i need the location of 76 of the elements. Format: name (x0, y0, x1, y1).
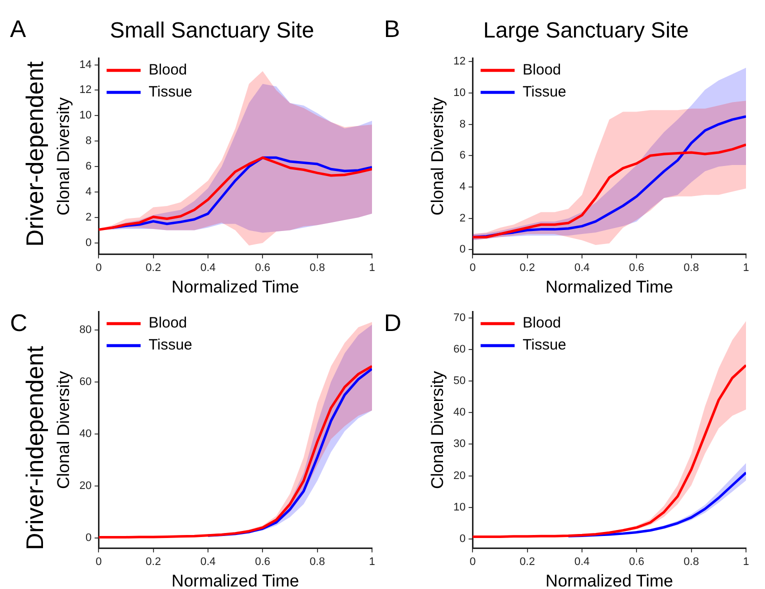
legend-label: Blood (522, 62, 562, 79)
x-tick-label: 0.2 (520, 262, 535, 274)
x-axis-title: Normalized Time (172, 277, 300, 296)
y-tick-label: 6 (86, 160, 92, 173)
x-tick-label: 0.2 (520, 556, 535, 568)
x-tick-label: 0.6 (255, 262, 270, 274)
x-tick-label: 1 (368, 556, 376, 568)
x-tick-label: 0.6 (629, 556, 644, 568)
text: Driver-dependent (22, 61, 49, 247)
legend-label: Tissue (522, 336, 566, 354)
y-tick-label: 4 (460, 181, 466, 194)
y-tick-label: 30 (453, 438, 466, 450)
x-tick-label: 1 (742, 262, 750, 274)
legend-label: Blood (148, 314, 188, 332)
x-tick-label: 0.6 (629, 262, 644, 274)
y-tick-label: 0 (86, 236, 92, 249)
x-tick-label: 1 (368, 262, 376, 274)
y-tick-label: 60 (453, 344, 466, 356)
text: B (384, 16, 400, 44)
y-tick-label: 2 (86, 212, 92, 224)
y-tick-label: 6 (460, 150, 466, 162)
x-tick-label: 0 (96, 262, 102, 274)
y-tick-label: 70 (453, 312, 466, 324)
chart-title: Small Sanctuary Site (110, 17, 314, 42)
y-axis-title: Clonal Diversity (428, 96, 447, 216)
text: C (10, 310, 28, 338)
text: A (10, 16, 26, 44)
y-tick-label: 40 (453, 406, 466, 419)
text: D (384, 310, 402, 338)
x-tick-label: 0.6 (255, 556, 270, 568)
text: Driver-independent (22, 346, 49, 550)
y-tick-label: 50 (453, 375, 466, 388)
x-tick-label: 0.8 (310, 556, 325, 568)
y-tick-label: 0 (460, 532, 466, 545)
y-tick-label: 0 (86, 532, 92, 544)
y-tick-label: 12 (79, 84, 92, 96)
y-tick-label: 14 (79, 58, 92, 71)
x-tick-label: 0.2 (146, 556, 161, 568)
y-tick-label: 2 (460, 212, 466, 224)
x-tick-label: 0.2 (146, 262, 161, 274)
y-tick-label: 10 (453, 501, 466, 514)
x-tick-label: 0.4 (574, 262, 590, 274)
y-tick-label: 20 (453, 470, 466, 482)
y-tick-label: 40 (79, 428, 92, 440)
legend-label: Tissue (522, 84, 566, 101)
y-tick-label: 20 (79, 480, 92, 492)
x-tick-label: 0 (470, 262, 476, 274)
y-tick-label: 10 (79, 110, 92, 122)
legend-label: Blood (148, 62, 188, 79)
legend-label: Tissue (148, 336, 192, 354)
y-tick-label: 80 (79, 324, 92, 336)
x-tick-label: 1 (742, 556, 750, 568)
legend-label: Blood (522, 314, 562, 332)
y-axis-title: Clonal Diversity (428, 370, 447, 490)
y-tick-label: 8 (86, 135, 92, 148)
y-axis-title: Clonal Diversity (54, 96, 73, 216)
y-tick-label: 4 (86, 186, 92, 198)
x-axis-title: Normalized Time (546, 277, 674, 296)
x-axis-title: Normalized Time (172, 571, 300, 589)
legend-label: Tissue (148, 84, 192, 101)
y-tick-label: 10 (453, 86, 466, 99)
y-axis-title: Clonal Diversity (54, 370, 73, 490)
chart-title: Large Sanctuary Site (483, 17, 689, 42)
x-tick-label: 0.8 (310, 262, 325, 274)
x-tick-label: 0.8 (684, 556, 699, 568)
y-tick-label: 8 (460, 118, 466, 130)
x-tick-label: 0.4 (200, 556, 216, 568)
x-tick-label: 0.4 (200, 262, 216, 274)
x-axis-title: Normalized Time (546, 571, 674, 589)
x-tick-label: 0.4 (574, 556, 590, 568)
y-tick-label: 0 (460, 244, 466, 256)
x-tick-label: 0 (96, 556, 102, 568)
y-tick-label: 12 (453, 56, 466, 68)
x-tick-label: 0.8 (684, 262, 699, 274)
x-tick-label: 0 (470, 556, 476, 568)
y-tick-label: 60 (79, 376, 92, 388)
